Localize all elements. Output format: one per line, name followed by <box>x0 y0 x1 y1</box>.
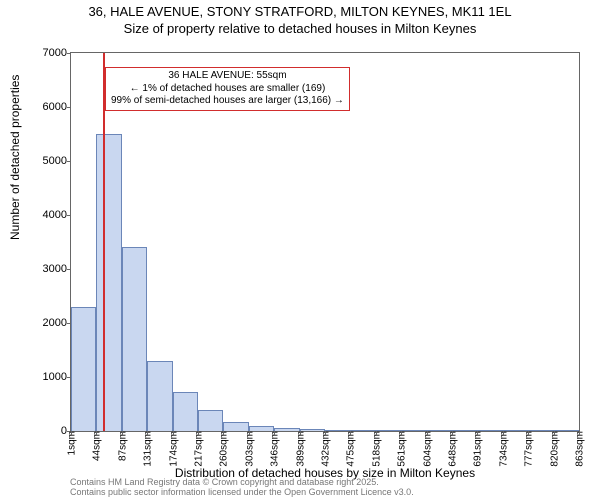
x-tick-label: 303sqm <box>242 431 255 467</box>
x-tick-label: 691sqm <box>471 431 484 467</box>
histogram-bar <box>503 430 528 431</box>
x-tick-label: 734sqm <box>496 431 509 467</box>
histogram-bar <box>71 307 96 431</box>
callout-line: 36 HALE AVENUE: 55sqm <box>111 70 344 83</box>
x-tick-label: 561sqm <box>395 431 408 467</box>
x-tick-label: 604sqm <box>420 431 433 467</box>
callout-line: ← 1% of detached houses are smaller (169… <box>111 83 344 96</box>
histogram-bar <box>554 430 579 431</box>
y-tick-label: 6000 <box>27 101 71 113</box>
histogram-bar <box>401 430 426 431</box>
histogram-bar <box>147 361 172 431</box>
histogram-bar <box>249 426 274 431</box>
x-tick-label: 648sqm <box>446 431 459 467</box>
callout-box: 36 HALE AVENUE: 55sqm← 1% of detached ho… <box>105 67 350 111</box>
title-line2: Size of property relative to detached ho… <box>0 21 600 38</box>
y-axis-label: Number of detached properties <box>8 75 22 240</box>
y-tick-label: 3000 <box>27 263 71 275</box>
x-tick-label: 863sqm <box>573 431 586 467</box>
x-tick-label: 217sqm <box>192 431 205 467</box>
x-tick-label: 260sqm <box>217 431 230 467</box>
histogram-bar <box>477 430 502 431</box>
histogram-bar <box>427 430 452 431</box>
y-tick-label: 1000 <box>27 371 71 383</box>
histogram-bar <box>173 392 198 431</box>
callout-line: 99% of semi-detached houses are larger (… <box>111 95 344 108</box>
x-tick-label: 820sqm <box>547 431 560 467</box>
histogram-bar <box>452 430 477 431</box>
x-tick-label: 518sqm <box>369 431 382 467</box>
x-tick-label: 475sqm <box>344 431 357 467</box>
histogram-bar <box>274 428 299 431</box>
histogram-bar <box>350 430 375 431</box>
x-tick-label: 777sqm <box>522 431 535 467</box>
histogram-bar <box>325 430 350 431</box>
y-tick-label: 2000 <box>27 317 71 329</box>
x-tick-label: 346sqm <box>268 431 281 467</box>
y-tick-label: 4000 <box>27 209 71 221</box>
x-tick-label: 432sqm <box>319 431 332 467</box>
x-tick-label: 44sqm <box>90 431 103 461</box>
histogram-bar <box>528 430 553 431</box>
title-line1: 36, HALE AVENUE, STONY STRATFORD, MILTON… <box>0 4 600 21</box>
attribution-text: Contains HM Land Registry data © Crown c… <box>70 478 414 498</box>
histogram-bar <box>122 247 147 431</box>
histogram-plot: 010002000300040005000600070001sqm44sqm87… <box>70 52 580 432</box>
y-tick-label: 5000 <box>27 155 71 167</box>
x-tick-label: 389sqm <box>293 431 306 467</box>
histogram-bar <box>300 429 325 431</box>
x-tick-label: 131sqm <box>141 431 154 467</box>
histogram-bar <box>198 410 223 431</box>
y-tick-label: 7000 <box>27 47 71 59</box>
x-tick-label: 174sqm <box>166 431 179 467</box>
histogram-bar <box>96 134 121 431</box>
x-tick-label: 87sqm <box>115 431 128 461</box>
histogram-bar <box>223 422 248 431</box>
histogram-bar <box>376 430 401 431</box>
